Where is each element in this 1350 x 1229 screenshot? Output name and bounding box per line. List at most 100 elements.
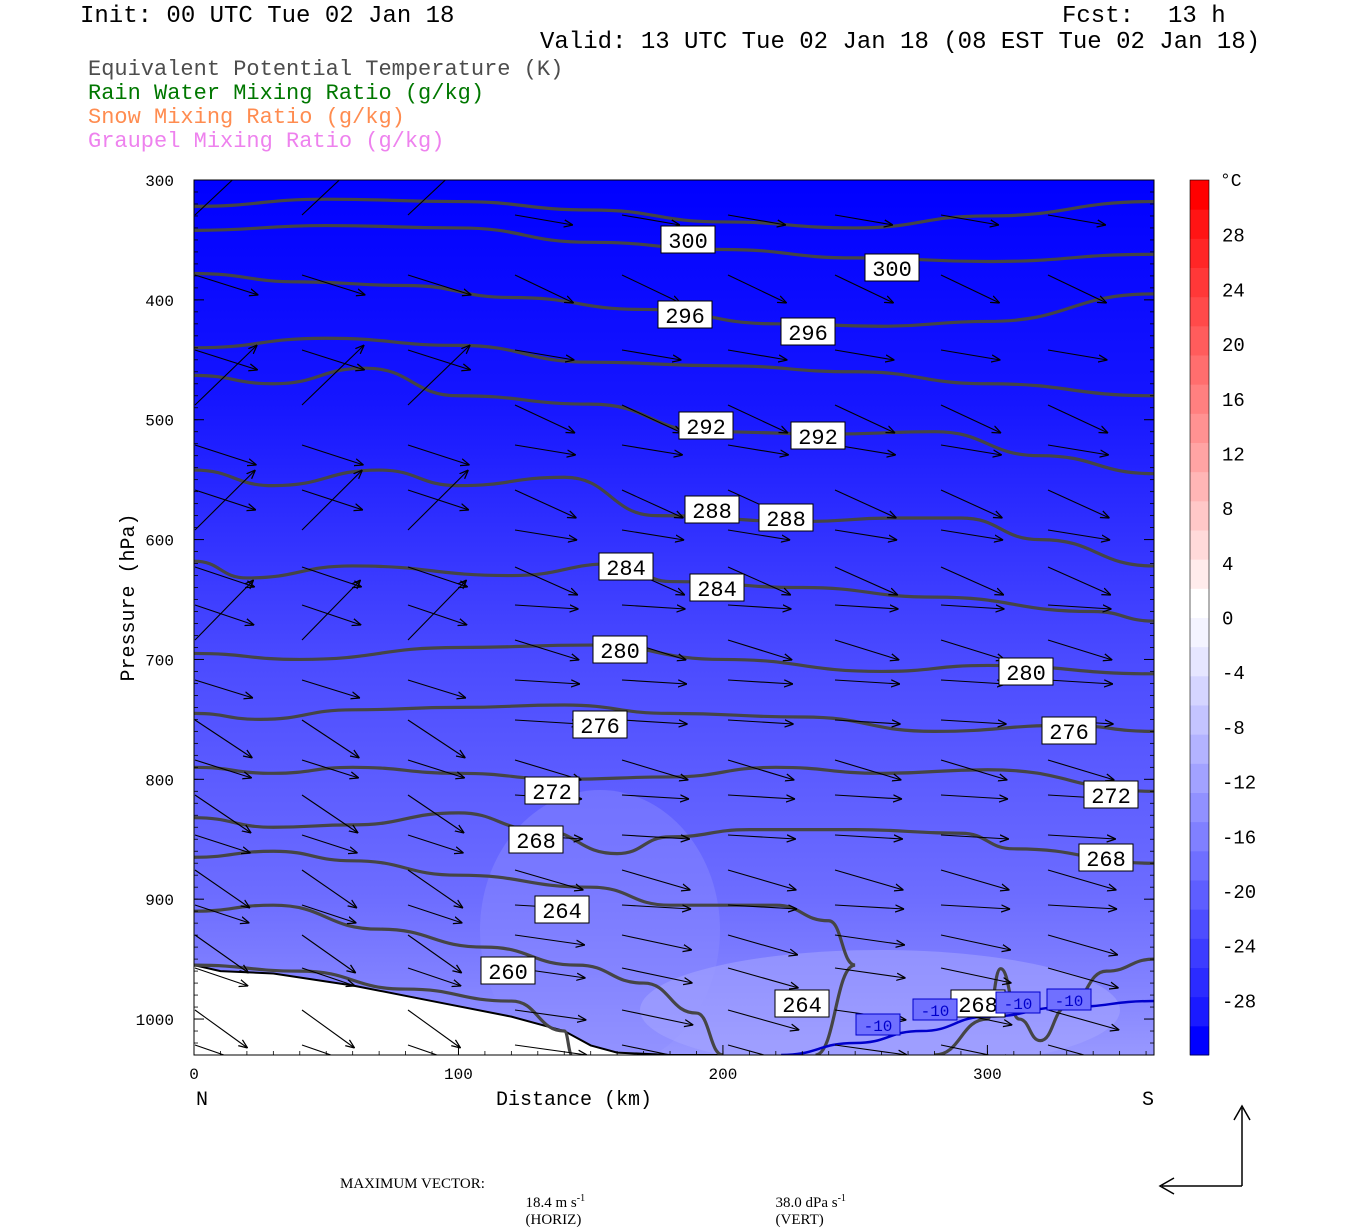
wind-vector <box>940 934 1011 950</box>
init-time: Init: 00 UTC Tue 02 Jan 18 <box>80 3 455 30</box>
wind-vector <box>194 967 248 986</box>
contour-label: 284 <box>606 557 646 582</box>
wind-vector <box>834 720 901 724</box>
contour-label-box <box>780 317 836 346</box>
wind-vector <box>834 795 902 799</box>
contour-label: 288 <box>766 508 806 533</box>
colorbar-swatch <box>1190 325 1209 356</box>
colorbar-swatch <box>1190 909 1209 939</box>
theta-e-contour <box>194 849 856 1055</box>
colorbar-tick-label: 4 <box>1222 554 1233 576</box>
wind-vector <box>727 605 792 609</box>
wind-vector <box>1047 869 1117 890</box>
theta-e-contour <box>194 963 574 1055</box>
wind-vector <box>727 639 792 660</box>
vert-exp: -1 <box>837 1193 846 1204</box>
colorbar-swatch <box>1190 559 1209 589</box>
wind-vector <box>514 529 577 540</box>
wind-vector <box>407 349 471 370</box>
theta-e-contour <box>194 703 1154 733</box>
terrain-surface-line <box>194 964 723 1055</box>
wind-vector <box>621 835 690 839</box>
wind-vector <box>834 274 894 303</box>
wind-vector <box>940 444 1002 455</box>
colorbar-swatch <box>1190 821 1209 852</box>
wind-vector <box>834 967 906 978</box>
colorbar-swatch <box>1190 471 1209 502</box>
wind-vector <box>514 1009 586 1020</box>
wind-vector <box>301 1009 355 1048</box>
colorbar-swatch <box>1190 1025 1209 1056</box>
wind-vector <box>621 934 692 950</box>
wind-vector <box>1047 967 1119 988</box>
wind-vector <box>194 1009 248 1048</box>
wind-vector <box>194 180 234 216</box>
wind-vector <box>1047 566 1111 595</box>
wind-vector <box>407 934 462 973</box>
wind-vector <box>194 470 255 531</box>
wind-vector <box>834 835 903 839</box>
wind-vector <box>727 349 787 360</box>
colorbar-tick-label: 24 <box>1222 280 1245 302</box>
wind-vector <box>301 604 361 625</box>
wind-vector <box>194 580 254 641</box>
wind-vector <box>407 180 447 216</box>
colorbar-tick-label: -28 <box>1222 991 1256 1013</box>
wind-vector <box>514 720 581 724</box>
wind-vector <box>621 869 691 890</box>
wind-vector <box>727 795 795 799</box>
colorbar-swatch <box>1190 792 1209 823</box>
wind-vector <box>1047 529 1110 540</box>
y-tick-label: 1000 <box>136 1012 174 1030</box>
wind-vector <box>940 720 1007 724</box>
wind-vector <box>194 934 249 973</box>
contour-label-box <box>774 989 830 1018</box>
wind-vector <box>407 759 465 778</box>
wind-vector <box>194 604 254 625</box>
wind-vector <box>834 934 905 945</box>
reference-vector-icon <box>1158 1104 1251 1195</box>
theta-e-contour <box>194 336 1154 398</box>
wind-vector <box>407 869 463 908</box>
colorbar-swatch <box>1190 355 1209 385</box>
wind-vector <box>940 680 1006 684</box>
wind-vector <box>621 720 688 724</box>
contour-label: 276 <box>580 715 620 740</box>
wind-vector <box>940 835 1009 839</box>
wind-vector <box>514 605 579 609</box>
colorbar-unit: °C <box>1220 172 1242 192</box>
field-theta-e: Equivalent Potential Temperature (K) <box>88 57 564 82</box>
theta-e-contour <box>194 197 1154 230</box>
wind-vector <box>301 349 365 370</box>
wind-vector <box>194 719 252 758</box>
theta-e-contour <box>194 765 1154 793</box>
wind-vector <box>301 274 365 295</box>
wind-vector <box>621 605 686 609</box>
contour-label: 300 <box>668 230 708 255</box>
wind-vector <box>407 345 470 406</box>
contour-label: 292 <box>686 416 726 441</box>
wind-vector <box>407 967 461 986</box>
wind-vector <box>727 835 796 839</box>
wind-vector <box>727 529 790 540</box>
wind-vector <box>621 274 681 303</box>
x-end-label-north: N <box>196 1089 208 1112</box>
wind-vector <box>621 795 689 799</box>
wind-vector <box>940 967 1012 983</box>
theta-e-contour <box>934 957 1154 1055</box>
colorbar: 28 24 20 16 12 8 4 0 -4 -8 -12 -16 -20 -24 -28 °C <box>1189 172 1256 1056</box>
colorbar-swatch <box>1190 442 1209 473</box>
max-vector-label: MAXIMUM VECTOR: <box>340 1176 485 1192</box>
wind-vector <box>834 905 904 909</box>
warm-patch <box>640 950 1120 1055</box>
colorbar-swatch <box>1190 938 1209 968</box>
wind-vector <box>727 274 787 303</box>
wind-vector <box>407 274 471 295</box>
wind-vector <box>727 1009 799 1030</box>
y-tick-label: 500 <box>145 413 174 431</box>
wind-vector <box>834 869 904 890</box>
wind-vector <box>1047 444 1109 455</box>
contour-label-box <box>592 635 648 664</box>
isotherm-label-box <box>855 1013 901 1036</box>
